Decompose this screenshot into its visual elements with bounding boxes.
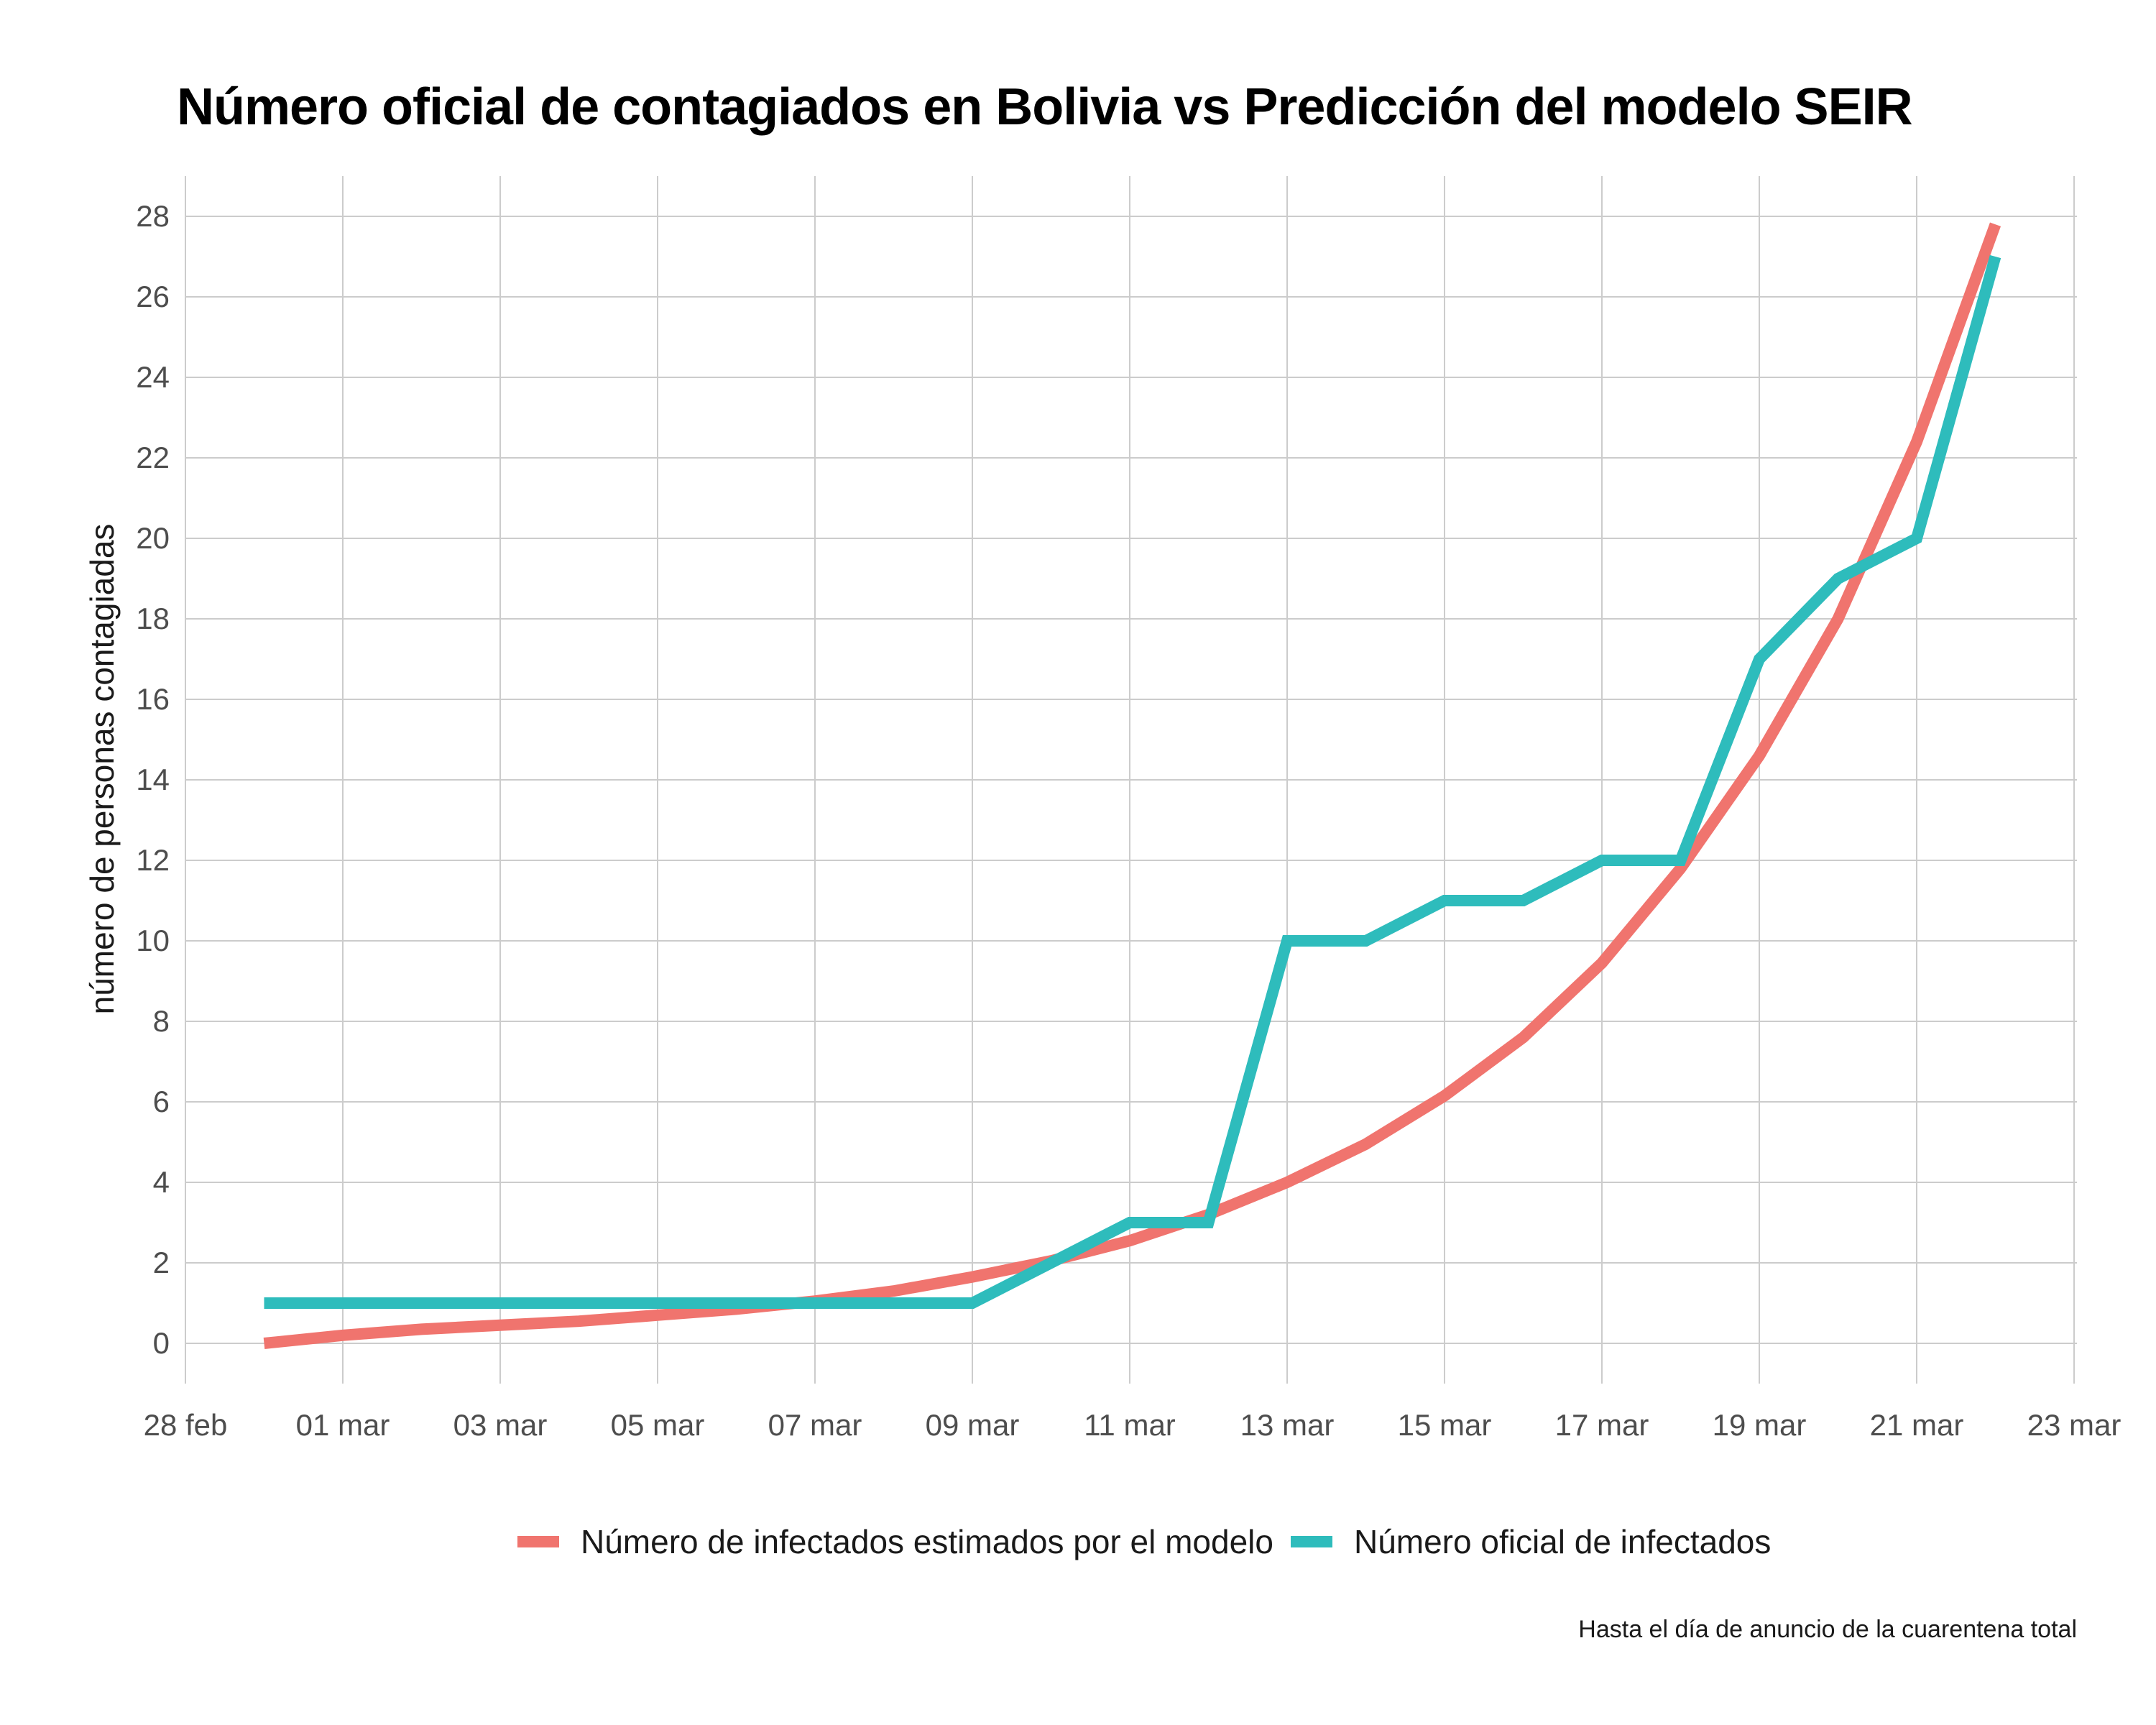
legend: Número de infectados estimados por el mo…	[517, 1522, 1788, 1561]
x-tick-label: 09 mar	[926, 1408, 1020, 1442]
legend-key-model	[517, 1536, 559, 1547]
x-tick-label: 19 mar	[1713, 1408, 1807, 1442]
y-tick-label: 22	[136, 441, 170, 474]
x-tick-label: 15 mar	[1398, 1408, 1492, 1442]
y-tick-label: 28	[136, 199, 170, 233]
x-tick-label: 11 mar	[1084, 1408, 1176, 1442]
x-tick-label: 05 mar	[611, 1408, 705, 1442]
x-tick-label: 07 mar	[768, 1408, 862, 1442]
y-tick-label: 8	[153, 1004, 170, 1038]
y-tick-label: 14	[136, 763, 170, 796]
y-tick-label: 24	[136, 360, 170, 394]
legend-label-model: Número de infectados estimados por el mo…	[581, 1523, 1273, 1560]
y-axis-label: número de personas contagiadas	[83, 524, 121, 1015]
y-tick-label: 20	[136, 521, 170, 555]
x-tick-label: 03 mar	[453, 1408, 548, 1442]
legend-item-official: Número oficial de infectados	[1290, 1522, 1772, 1561]
y-tick-label: 26	[136, 280, 170, 313]
y-tick-label: 6	[153, 1085, 170, 1118]
legend-label-official: Número oficial de infectados	[1353, 1523, 1772, 1560]
legend-key-official	[1290, 1536, 1332, 1547]
y-tick-label: 2	[153, 1246, 170, 1279]
y-tick-label: 16	[136, 682, 170, 716]
legend-item-model: Número de infectados estimados por el mo…	[517, 1522, 1273, 1561]
x-tick-label: 23 mar	[2027, 1408, 2122, 1442]
grid-layer	[185, 176, 2077, 1384]
series-line-model	[263, 222, 2001, 1349]
y-tick-label: 4	[153, 1165, 170, 1199]
series-layer	[263, 222, 2001, 1349]
chart-title: Número oficial de contagiados en Bolivia…	[177, 78, 1913, 136]
y-tick-label: 12	[136, 843, 170, 877]
series-line-official	[264, 254, 2001, 1309]
x-tick-label: 28 feb	[144, 1408, 228, 1442]
y-tick-label: 18	[136, 602, 170, 635]
x-tick-label: 13 mar	[1240, 1408, 1335, 1442]
y-tick-label: 10	[136, 924, 170, 957]
y-tick-label: 0	[153, 1326, 170, 1360]
x-tick-label: 01 mar	[296, 1408, 390, 1442]
chart-caption: Hasta el día de anuncio de la cuarentena…	[1578, 1616, 2077, 1643]
x-tick-label: 17 mar	[1555, 1408, 1649, 1442]
x-tick-label: 21 mar	[1870, 1408, 1964, 1442]
